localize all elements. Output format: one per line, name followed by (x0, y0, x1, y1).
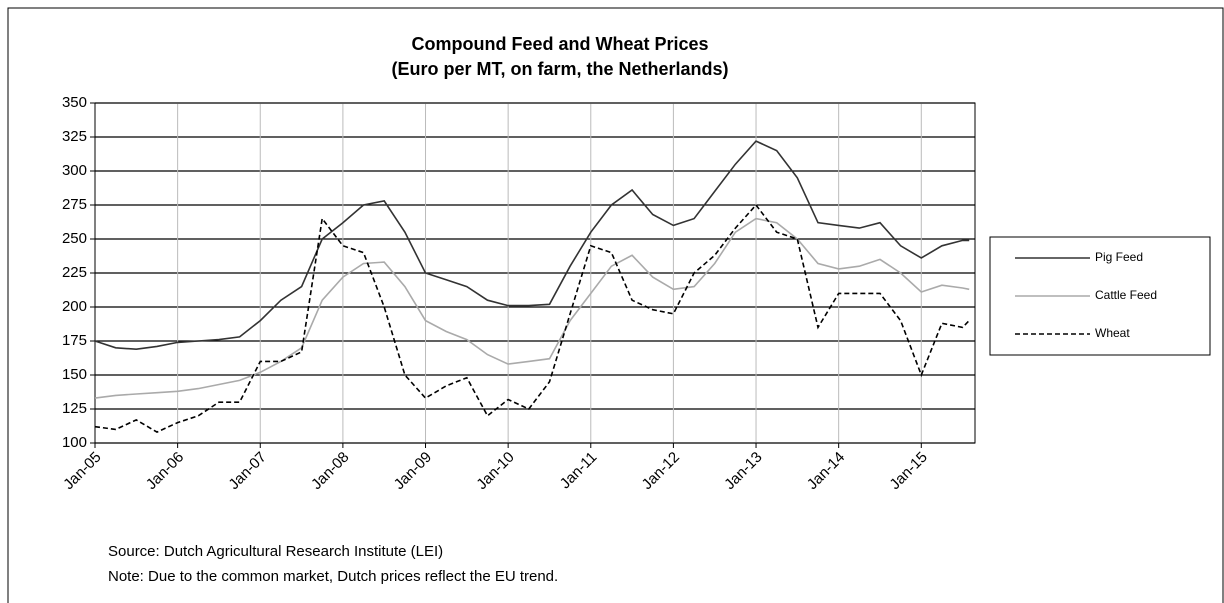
y-tick-label: 325 (62, 128, 87, 145)
y-tick-label: 150 (62, 366, 87, 383)
y-tick-label: 225 (62, 264, 87, 281)
x-tick-label: Jan-08 (308, 449, 352, 493)
y-tick-label: 350 (62, 94, 87, 111)
x-tick-label: Jan-06 (143, 449, 187, 493)
x-tick-label: Jan-11 (557, 449, 601, 493)
y-tick-label: 175 (62, 332, 87, 349)
x-tick-label: Jan-14 (804, 449, 848, 493)
legend-label: Pig Feed (1095, 250, 1143, 264)
x-tick-label: Jan-13 (721, 449, 765, 493)
legend-label: Cattle Feed (1095, 288, 1157, 302)
x-tick-label: Jan-07 (225, 449, 269, 493)
line-series (94, 140, 970, 351)
y-tick-label: 200 (62, 298, 87, 315)
line-series (94, 203, 970, 434)
note: Note: Due to the common market, Dutch pr… (108, 568, 558, 585)
chart-title: Compound Feed and Wheat Prices (411, 34, 708, 54)
chart-subtitle: (Euro per MT, on farm, the Netherlands) (391, 59, 728, 79)
y-tick-label: 275 (62, 196, 87, 213)
x-tick-label: Jan-10 (473, 449, 517, 493)
x-tick-label: Jan-12 (639, 449, 683, 493)
x-tick-label: Jan-09 (391, 449, 435, 493)
plot-area (94, 102, 976, 444)
legend-label: Wheat (1095, 326, 1130, 340)
y-tick-label: 250 (62, 230, 87, 247)
source-note: Source: Dutch Agricultural Research Inst… (108, 543, 443, 560)
y-tick-label: 125 (62, 400, 87, 417)
x-tick-label: Jan-05 (60, 449, 104, 493)
y-tick-label: 300 (62, 162, 87, 179)
x-tick-label: Jan-15 (886, 449, 930, 493)
frame (7, 7, 1224, 603)
y-tick-label: 100 (62, 434, 87, 451)
line-series (94, 217, 970, 399)
